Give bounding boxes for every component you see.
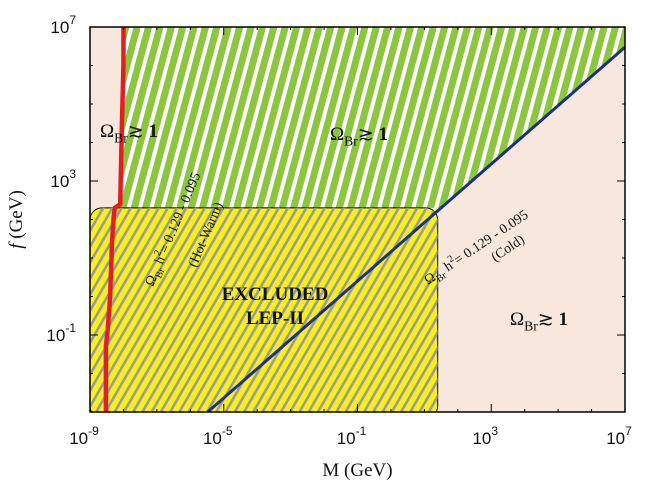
x-tick-label-exp: -5 (222, 424, 233, 438)
x-tick-label-base: 10 (69, 429, 88, 448)
y-tick-label: 107 (50, 13, 76, 37)
label-relic-cold-part: 2 (446, 253, 456, 265)
y-tick-label-exp: 7 (69, 13, 76, 27)
label-omega-left-part: Ω (100, 121, 114, 142)
y-tick-label-base: 10 (50, 172, 69, 191)
y-tick-label-exp: 3 (69, 167, 76, 181)
x-tick-label-base: 10 (472, 429, 491, 448)
label-relic-hot-warm-part: Br (153, 266, 167, 280)
label-omega-top-part: Br (344, 134, 358, 149)
label-omega-right: ΩBr≳ 1 (510, 309, 568, 334)
y-tick-label: 10-1 (46, 321, 76, 345)
x-tick-label-base: 10 (203, 429, 222, 448)
excluded-hatch-overlay (90, 207, 438, 412)
x-axis-title: M (GeV) (322, 460, 392, 481)
label-omega-right-part: 1 (554, 309, 568, 330)
label-omega-top-part: 1 (374, 124, 388, 145)
label-omega-top-part: ≳ (358, 124, 374, 145)
label-excluded-line: EXCLUDED (222, 284, 329, 305)
x-tick-label-exp: -9 (88, 424, 99, 438)
label-omega-right-part: Br (524, 319, 538, 334)
y-tick-label-exp: -1 (65, 321, 76, 335)
x-tick-label: 107 (606, 424, 632, 448)
label-omega-right-part: Ω (510, 309, 524, 330)
x-tick-label: 10-1 (337, 424, 367, 448)
x-tick-label-base: 10 (606, 429, 625, 448)
x-tick-label-exp: 7 (625, 424, 632, 438)
y-tick-label-base: 10 (46, 326, 65, 345)
series-hot-warm-boundary (103, 27, 126, 412)
label-omega-right-part: ≳ (538, 309, 554, 330)
y-axis-title-unit: (GeV) (6, 190, 27, 243)
label-omega-top-part: Ω (330, 124, 344, 145)
y-axis-title-var: f (6, 241, 27, 249)
y-tick-label: 103 (50, 167, 76, 191)
label-omega-left-part: Br (114, 131, 128, 146)
green-hatch-overlay (114, 27, 625, 208)
x-tick-label-exp: -1 (356, 424, 367, 438)
label-omega-top: ΩBr≳ 1 (330, 124, 388, 149)
x-tick-label-exp: 3 (491, 424, 498, 438)
y-axis-title: f (GeV) (6, 190, 27, 249)
label-excluded-line: LEP-II (246, 308, 304, 329)
label-omega-left-part: ≳ (128, 121, 144, 142)
y-tick-label-base: 10 (50, 18, 69, 37)
label-omega-left: ΩBr≳ 1 (100, 121, 158, 146)
label-relic-hot-warm-part: 2 (152, 248, 164, 257)
series-cold-boundary (206, 46, 625, 412)
x-tick-label-base: 10 (337, 429, 356, 448)
label-omega-left-part: 1 (144, 121, 158, 142)
x-tick-label: 10-9 (69, 424, 99, 448)
x-tick-label: 10-5 (203, 424, 233, 448)
x-tick-label: 103 (472, 424, 498, 448)
